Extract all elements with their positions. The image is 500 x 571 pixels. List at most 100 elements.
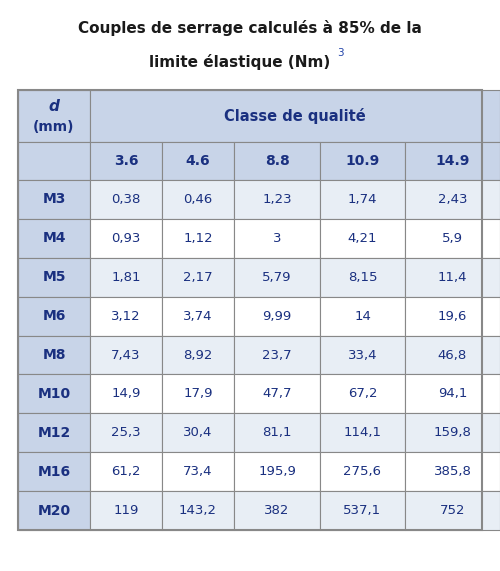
Bar xyxy=(18,90,90,142)
Bar xyxy=(405,375,500,413)
Text: 23,7: 23,7 xyxy=(262,348,292,361)
Bar xyxy=(18,142,90,180)
Text: 14: 14 xyxy=(354,309,371,323)
Bar xyxy=(90,258,162,297)
Text: 0,38: 0,38 xyxy=(112,193,140,206)
Text: M20: M20 xyxy=(38,504,70,517)
Text: M4: M4 xyxy=(42,231,66,246)
Text: 61,2: 61,2 xyxy=(111,465,141,478)
Bar xyxy=(234,180,320,219)
Text: 752: 752 xyxy=(440,504,465,517)
Bar xyxy=(320,375,405,413)
Text: 2,43: 2,43 xyxy=(438,193,467,206)
Bar xyxy=(234,491,320,530)
Bar xyxy=(90,219,162,258)
Text: M5: M5 xyxy=(42,270,66,284)
Text: 159,8: 159,8 xyxy=(434,427,472,439)
Text: 4.6: 4.6 xyxy=(186,154,210,168)
Bar xyxy=(234,258,320,297)
Text: 8.8: 8.8 xyxy=(264,154,289,168)
Text: 3.6: 3.6 xyxy=(114,154,138,168)
Text: 114,1: 114,1 xyxy=(344,427,382,439)
Text: 1,12: 1,12 xyxy=(183,232,213,245)
Text: 19,6: 19,6 xyxy=(438,309,467,323)
Text: 73,4: 73,4 xyxy=(183,465,213,478)
Text: 17,9: 17,9 xyxy=(183,387,213,400)
Bar xyxy=(405,336,500,375)
Text: M6: M6 xyxy=(42,309,66,323)
Bar xyxy=(18,491,90,530)
Bar xyxy=(405,180,500,219)
Bar xyxy=(18,336,90,375)
Text: 143,2: 143,2 xyxy=(179,504,217,517)
Bar xyxy=(320,297,405,336)
Bar xyxy=(162,452,234,491)
Bar xyxy=(90,297,162,336)
Text: 1,74: 1,74 xyxy=(348,193,378,206)
Bar xyxy=(18,413,90,452)
Bar xyxy=(405,297,500,336)
Bar xyxy=(234,452,320,491)
Bar xyxy=(320,219,405,258)
Text: Couples de serrage calculés à 85% de la: Couples de serrage calculés à 85% de la xyxy=(78,20,422,36)
Text: 3,12: 3,12 xyxy=(111,309,141,323)
Text: 119: 119 xyxy=(114,504,138,517)
Text: 25,3: 25,3 xyxy=(111,427,141,439)
Bar xyxy=(90,180,162,219)
Text: 385,8: 385,8 xyxy=(434,465,472,478)
Bar xyxy=(234,297,320,336)
Bar xyxy=(18,219,90,258)
Text: M16: M16 xyxy=(38,465,70,478)
Bar xyxy=(405,491,500,530)
Bar xyxy=(320,180,405,219)
Bar xyxy=(90,142,162,180)
Text: 195,9: 195,9 xyxy=(258,465,296,478)
Text: 0,93: 0,93 xyxy=(112,232,140,245)
Bar xyxy=(234,375,320,413)
Text: (mm): (mm) xyxy=(33,120,75,134)
Bar xyxy=(320,258,405,297)
Bar xyxy=(18,258,90,297)
Bar xyxy=(90,90,500,142)
Text: 33,4: 33,4 xyxy=(348,348,378,361)
Text: 382: 382 xyxy=(264,504,289,517)
Bar xyxy=(162,336,234,375)
Text: 1,23: 1,23 xyxy=(262,193,292,206)
Text: Classe de qualité: Classe de qualité xyxy=(224,108,366,124)
Bar xyxy=(90,336,162,375)
Text: d: d xyxy=(48,99,60,114)
Text: 2,17: 2,17 xyxy=(183,271,213,284)
Bar xyxy=(162,219,234,258)
Bar xyxy=(162,413,234,452)
Text: 30,4: 30,4 xyxy=(184,427,212,439)
Bar xyxy=(162,375,234,413)
Text: 5,79: 5,79 xyxy=(262,271,292,284)
Text: M3: M3 xyxy=(42,192,66,207)
Text: 275,6: 275,6 xyxy=(344,465,382,478)
Text: 8,15: 8,15 xyxy=(348,271,378,284)
Bar xyxy=(90,375,162,413)
Bar xyxy=(18,375,90,413)
Text: 4,21: 4,21 xyxy=(348,232,378,245)
Text: 46,8: 46,8 xyxy=(438,348,467,361)
Text: 5,9: 5,9 xyxy=(442,232,463,245)
Text: 537,1: 537,1 xyxy=(344,504,382,517)
Bar xyxy=(234,336,320,375)
Text: 47,7: 47,7 xyxy=(262,387,292,400)
Bar xyxy=(90,413,162,452)
Text: 3: 3 xyxy=(336,48,344,58)
Bar xyxy=(90,491,162,530)
Bar xyxy=(405,142,500,180)
Bar xyxy=(405,413,500,452)
Bar xyxy=(162,297,234,336)
Text: 14,9: 14,9 xyxy=(112,387,140,400)
Bar xyxy=(405,452,500,491)
Text: 0,46: 0,46 xyxy=(184,193,212,206)
Bar xyxy=(162,491,234,530)
Text: 9,99: 9,99 xyxy=(262,309,292,323)
Bar xyxy=(320,491,405,530)
Text: M8: M8 xyxy=(42,348,66,362)
Bar xyxy=(320,413,405,452)
Bar xyxy=(234,142,320,180)
Text: 11,4: 11,4 xyxy=(438,271,467,284)
